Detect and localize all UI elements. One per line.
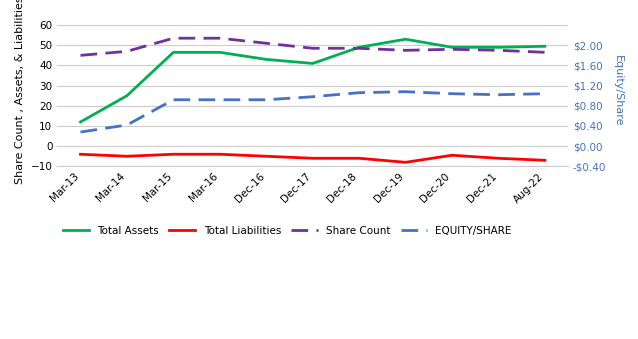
Total Liabilities xyxy=(541,158,549,162)
EQUITY/SHARE xyxy=(170,98,177,102)
Line: Share Count: Share Count xyxy=(80,38,545,55)
Y-axis label: Share Count , Assets, & Liabilities: Share Count , Assets, & Liabilities xyxy=(15,0,25,184)
Total Liabilities xyxy=(77,152,84,156)
Total Assets xyxy=(170,50,177,54)
Total Assets xyxy=(309,61,316,65)
EQUITY/SHARE xyxy=(402,89,410,94)
Total Assets xyxy=(448,45,456,49)
Share Count xyxy=(541,50,549,54)
EQUITY/SHARE xyxy=(77,130,84,134)
Share Count xyxy=(170,36,177,40)
Total Assets xyxy=(216,50,224,54)
Total Assets xyxy=(541,44,549,48)
EQUITY/SHARE xyxy=(262,98,270,102)
EQUITY/SHARE xyxy=(216,98,224,102)
Total Assets xyxy=(402,37,410,41)
Total Liabilities xyxy=(309,156,316,160)
Total Assets xyxy=(494,45,502,49)
EQUITY/SHARE xyxy=(309,95,316,99)
Line: Total Assets: Total Assets xyxy=(80,39,545,122)
Total Liabilities xyxy=(448,153,456,157)
EQUITY/SHARE xyxy=(541,92,549,96)
EQUITY/SHARE xyxy=(448,92,456,96)
Total Liabilities xyxy=(216,152,224,156)
Share Count xyxy=(309,46,316,50)
Share Count xyxy=(448,47,456,51)
Total Liabilities xyxy=(494,156,502,160)
Total Liabilities xyxy=(262,154,270,158)
Total Assets xyxy=(262,57,270,61)
Total Assets xyxy=(77,120,84,124)
Total Liabilities xyxy=(402,160,410,164)
Share Count xyxy=(494,48,502,52)
EQUITY/SHARE xyxy=(355,91,363,95)
Share Count xyxy=(77,53,84,57)
EQUITY/SHARE xyxy=(123,123,131,127)
Total Assets xyxy=(123,94,131,98)
Share Count xyxy=(355,46,363,50)
Y-axis label: Equity/Share: Equity/Share xyxy=(613,55,623,126)
Total Liabilities xyxy=(170,152,177,156)
Total Liabilities xyxy=(355,156,363,160)
EQUITY/SHARE xyxy=(494,93,502,97)
Share Count xyxy=(262,41,270,45)
Line: EQUITY/SHARE: EQUITY/SHARE xyxy=(80,92,545,132)
Legend: Total Assets, Total Liabilities, Share Count, EQUITY/SHARE: Total Assets, Total Liabilities, Share C… xyxy=(59,221,516,240)
Share Count xyxy=(216,36,224,40)
Total Liabilities xyxy=(123,154,131,158)
Total Assets xyxy=(355,45,363,49)
Line: Total Liabilities: Total Liabilities xyxy=(80,154,545,162)
Share Count xyxy=(402,48,410,52)
Share Count xyxy=(123,49,131,53)
